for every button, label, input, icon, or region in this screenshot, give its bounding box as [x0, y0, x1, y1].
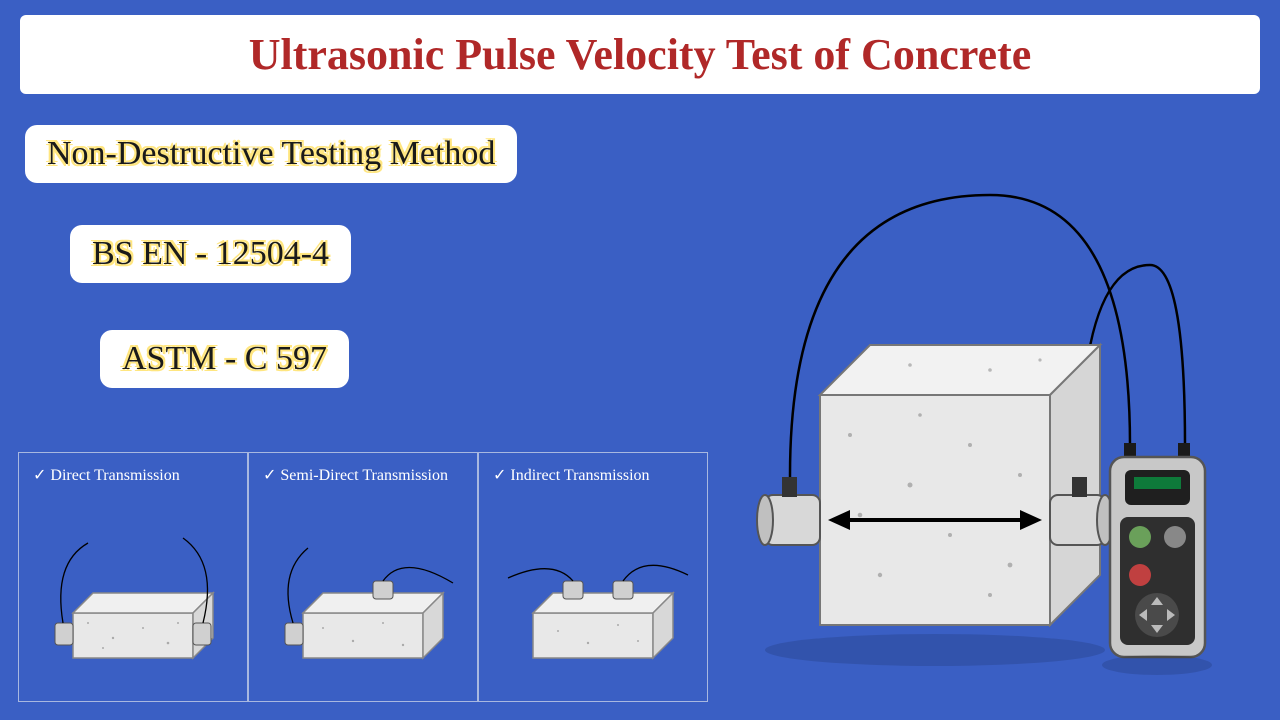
check-icon: ✓	[33, 467, 46, 484]
subtitle-method: Non-Destructive Testing Method	[47, 135, 495, 173]
main-test-diagram	[710, 145, 1250, 690]
check-icon: ✓	[493, 467, 506, 484]
page-title: Ultrasonic Pulse Velocity Test of Concre…	[40, 29, 1240, 80]
left-transducer-icon	[757, 477, 820, 545]
transmission-indirect-diagram	[493, 523, 693, 683]
check-icon: ✓	[263, 467, 276, 484]
transmission-semidirect-diagram	[263, 523, 463, 683]
transmission-semidirect-label: ✓Semi-Direct Transmission	[263, 465, 448, 485]
transmission-types-row: ✓Direct Transmission ✓Semi-Dire	[18, 452, 708, 702]
subtitle-card-bs-en: BS EN - 12504-4	[70, 225, 351, 283]
transmission-indirect-cell: ✓Indirect Transmission	[478, 452, 708, 702]
transmission-direct-label: ✓Direct Transmission	[33, 465, 180, 485]
subtitle-card-method: Non-Destructive Testing Method	[25, 125, 517, 183]
subtitle-card-astm: ASTM - C 597	[100, 330, 349, 388]
upv-device-icon	[1110, 443, 1205, 657]
subtitle-astm: ASTM - C 597	[122, 340, 327, 378]
transmission-indirect-label: ✓Indirect Transmission	[493, 465, 650, 485]
transmission-semidirect-text: Semi-Direct Transmission	[280, 467, 448, 484]
transmission-direct-cell: ✓Direct Transmission	[18, 452, 248, 702]
transmission-direct-diagram	[33, 523, 233, 683]
transmission-indirect-text: Indirect Transmission	[510, 467, 649, 484]
title-card: Ultrasonic Pulse Velocity Test of Concre…	[20, 15, 1260, 94]
transmission-semidirect-cell: ✓Semi-Direct Transmission	[248, 452, 478, 702]
subtitle-bs-en: BS EN - 12504-4	[92, 235, 329, 273]
transmission-direct-text: Direct Transmission	[50, 467, 179, 484]
concrete-cube-icon	[820, 345, 1100, 625]
